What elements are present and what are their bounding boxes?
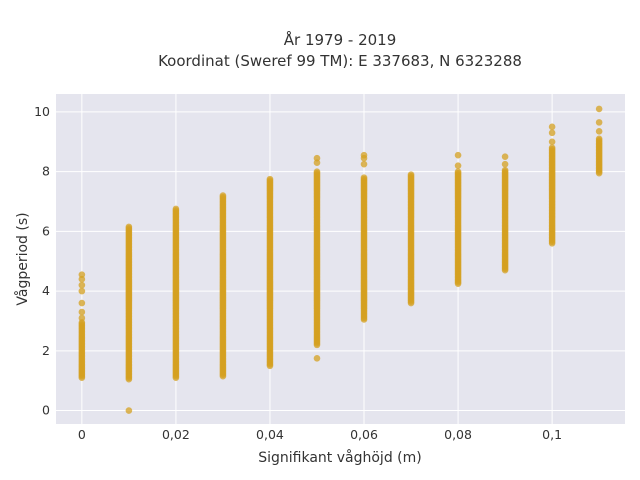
data-point bbox=[313, 154, 321, 162]
data-point bbox=[78, 287, 86, 295]
y-tick-label: 10 bbox=[34, 104, 50, 119]
data-point bbox=[501, 166, 509, 174]
data-point bbox=[548, 144, 556, 152]
data-point bbox=[501, 160, 509, 168]
y-axis-title: Vågperiod (s) bbox=[14, 212, 31, 305]
data-point bbox=[78, 271, 86, 278]
data-point bbox=[360, 160, 368, 168]
y-tick-labels: 0 2 4 6 8 10 bbox=[34, 104, 50, 418]
data-point bbox=[595, 135, 603, 143]
data-point bbox=[407, 171, 415, 178]
data-point bbox=[595, 105, 603, 113]
data-point bbox=[548, 129, 556, 137]
data-point bbox=[360, 151, 368, 159]
data-points bbox=[78, 105, 603, 414]
chart-title-line-2: Koordinat (Sweref 99 TM): E 337683, N 63… bbox=[158, 52, 522, 70]
data-point bbox=[266, 175, 274, 183]
plot-area bbox=[56, 94, 625, 424]
data-point bbox=[595, 119, 603, 126]
data-point bbox=[78, 314, 86, 322]
data-point bbox=[172, 205, 180, 213]
data-point bbox=[125, 407, 133, 414]
x-tick-label: 0,08 bbox=[444, 427, 472, 442]
x-tick-label: 0,02 bbox=[162, 427, 190, 442]
x-tick-label: 0,04 bbox=[256, 427, 284, 442]
y-tick-label: 8 bbox=[42, 164, 50, 179]
data-point bbox=[595, 128, 603, 135]
data-point bbox=[454, 162, 462, 169]
y-tick-label: 0 bbox=[42, 403, 50, 418]
chart-title-line-1: År 1979 - 2019 bbox=[284, 30, 397, 49]
y-tick-label: 6 bbox=[42, 223, 50, 238]
data-point bbox=[78, 281, 86, 289]
data-point bbox=[219, 192, 227, 199]
x-tick-labels: 0 0,02 0,04 0,06 0,08 0,1 bbox=[78, 427, 562, 442]
y-tick-label: 2 bbox=[42, 343, 50, 358]
data-point bbox=[78, 308, 86, 316]
data-point bbox=[313, 354, 321, 362]
data-point bbox=[501, 153, 509, 161]
data-point bbox=[78, 299, 86, 307]
data-point bbox=[125, 223, 133, 231]
data-point bbox=[548, 138, 556, 146]
data-point bbox=[454, 168, 462, 175]
y-tick-label: 4 bbox=[42, 283, 50, 298]
data-point bbox=[313, 168, 321, 175]
x-tick-label: 0 bbox=[78, 427, 86, 442]
x-axis-title: Signifikant våghöjd (m) bbox=[258, 449, 421, 466]
data-point bbox=[360, 174, 368, 181]
x-tick-label: 0,06 bbox=[350, 427, 378, 442]
data-point bbox=[454, 151, 462, 159]
data-point bbox=[548, 123, 556, 131]
x-tick-label: 0,1 bbox=[542, 427, 562, 442]
